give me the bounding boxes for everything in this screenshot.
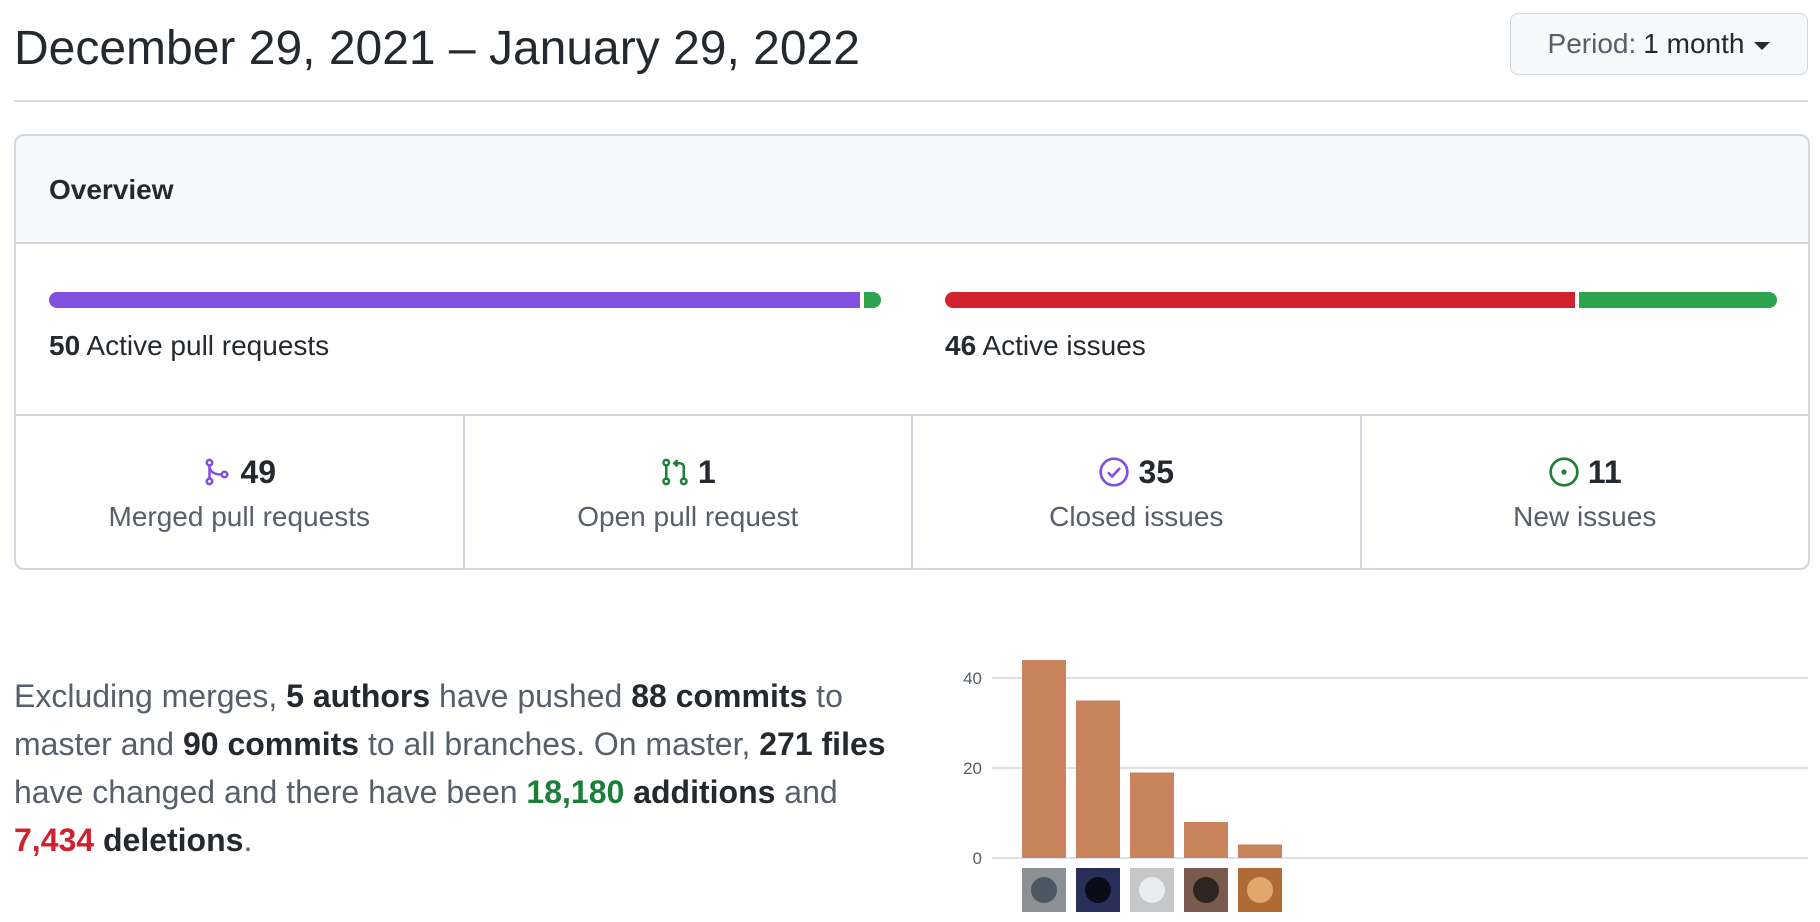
active-issues-label: Active issues <box>982 330 1146 361</box>
summary-text: . <box>243 822 253 858</box>
period-dropdown-button[interactable]: Period: 1 month <box>1510 13 1808 75</box>
issues-progress-bar <box>945 292 1777 308</box>
period-prefix: Period: <box>1547 28 1637 59</box>
chart-bar-author-3[interactable] <box>1130 772 1174 859</box>
active-issues-link[interactable]: 46 Active issues <box>945 330 1146 362</box>
closed-issues-label: Closed issues <box>1049 500 1224 532</box>
commit-summary: Excluding merges, 5 authors have pushed … <box>14 672 914 864</box>
git-merge-icon <box>205 458 229 486</box>
author-avatar[interactable] <box>1238 868 1282 912</box>
pull-requests-bar-segment-gap <box>860 292 865 308</box>
period-value: 1 month <box>1643 28 1745 59</box>
additions-count: 18,180 <box>526 774 625 810</box>
summary-text: and <box>775 774 838 810</box>
active-pull-requests-link[interactable]: 50 Active pull requests <box>49 330 329 362</box>
additions-label: additions <box>624 774 776 810</box>
summary-text: to master and <box>14 678 843 762</box>
author-avatar[interactable] <box>1130 868 1174 912</box>
stat-merged-pull-requests[interactable]: 49 Merged pull requests <box>16 416 465 568</box>
issues-bar-segment-new <box>1579 292 1777 308</box>
merged-pull-requests-label: Merged pull requests <box>108 500 370 532</box>
active-pull-requests-count: 50 <box>49 330 81 361</box>
files-changed-count: 271 files <box>759 726 886 762</box>
y-tick-label: 0 <box>973 849 982 868</box>
summary-text: have pushed <box>430 678 632 714</box>
author-avatar[interactable] <box>1184 868 1228 912</box>
author-avatar[interactable] <box>1022 868 1066 912</box>
summary-text: have changed and there have been <box>14 774 527 810</box>
chart-bar-author-5[interactable] <box>1238 844 1282 859</box>
pull-requests-progress-bar <box>49 292 881 308</box>
authors-count: 5 authors <box>286 678 431 714</box>
header-divider <box>14 100 1808 102</box>
summary-text: Excluding merges, <box>14 678 287 714</box>
caret-down-icon <box>1754 42 1771 50</box>
chart-bar-author-1[interactable] <box>1022 660 1066 858</box>
issues-bar-segment-closed <box>945 292 1575 308</box>
commits-all-count: 90 commits <box>182 726 360 762</box>
stat-closed-issues[interactable]: 35 Closed issues <box>913 416 1362 568</box>
overview-stats-row: 49 Merged pull requests 1 Open pull requ… <box>16 414 1809 568</box>
y-tick-label: 20 <box>963 759 982 778</box>
author-avatar[interactable] <box>1076 868 1120 912</box>
open-pull-request-count: 1 <box>697 453 716 490</box>
deletions-label: deletions <box>94 822 244 858</box>
new-issues-count: 11 <box>1587 453 1622 490</box>
merged-pull-requests-count: 49 <box>240 453 277 490</box>
stat-open-pull-request[interactable]: 1 Open pull request <box>465 416 913 568</box>
chart-bar-author-2[interactable] <box>1076 700 1120 859</box>
commits-master-count: 88 commits <box>631 678 808 714</box>
overview-title: Overview <box>49 174 174 205</box>
check-circle-icon <box>1099 457 1130 487</box>
overview-panel: Overview 50 Active pull requests 46 Acti… <box>14 134 1810 570</box>
active-pull-requests-label: Active pull requests <box>86 330 330 361</box>
y-tick-label: 40 <box>963 669 982 688</box>
closed-issues-count: 35 <box>1138 453 1175 490</box>
issues-bar-segment-gap <box>1575 292 1579 308</box>
pull-requests-bar-segment-merged <box>49 292 861 308</box>
chart-bar-author-4[interactable] <box>1184 822 1228 858</box>
period-title: December 29, 2021 – January 29, 2022 <box>14 22 860 75</box>
active-issues-count: 46 <box>945 330 977 361</box>
commits-by-author-chart: 0 20 40 <box>963 660 1808 912</box>
git-pull-request-icon <box>662 458 688 486</box>
new-issues-label: New issues <box>1513 500 1657 532</box>
overview-header: Overview <box>16 136 1808 244</box>
open-pull-request-label: Open pull request <box>577 500 799 532</box>
summary-text: to all branches. On master, <box>359 726 760 762</box>
issue-opened-icon <box>1549 457 1579 487</box>
stat-new-issues[interactable]: 11 New issues <box>1362 416 1809 568</box>
pull-requests-bar-segment-open <box>864 292 881 308</box>
deletions-count: 7,434 <box>14 822 95 858</box>
